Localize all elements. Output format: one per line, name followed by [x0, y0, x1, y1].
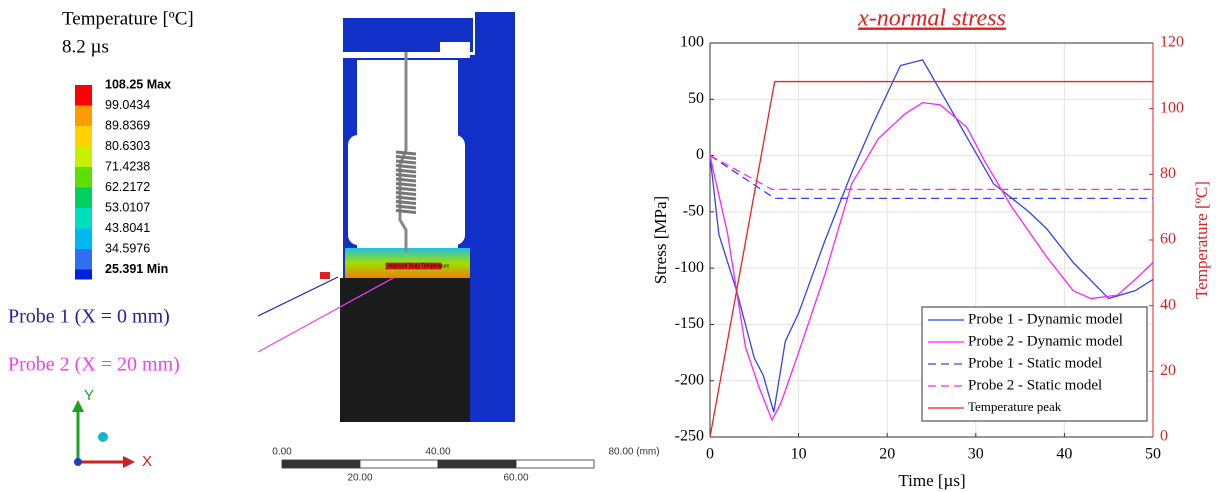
- chart-title: x-normal stress: [857, 6, 1006, 32]
- contour-title: Temperature [ºC]: [62, 8, 194, 29]
- level-label: 71.4238: [105, 159, 150, 173]
- y-label: Y: [84, 387, 94, 404]
- contour-time: 8.2 µs: [62, 36, 109, 57]
- side-strip: [470, 55, 476, 422]
- color-band: [75, 146, 92, 167]
- y-axis-label: Stress [MPa]: [651, 196, 670, 284]
- y2-tick-label: 120: [1160, 34, 1184, 51]
- coil: [395, 150, 417, 214]
- x-tick-label: 40: [1056, 446, 1072, 463]
- color-band: [75, 208, 92, 229]
- color-band: [75, 85, 92, 106]
- legend-label: Probe 1 - Dynamic model: [968, 311, 1123, 327]
- series-line: [709, 59, 1154, 413]
- x-tick-label: 10: [791, 446, 807, 463]
- z-dot: [98, 432, 108, 442]
- legend-label: Temperature peak: [968, 399, 1062, 414]
- x-tick-label: 0: [706, 446, 714, 463]
- scale-label: 40.00: [425, 447, 450, 458]
- probe-arrow: [257, 276, 339, 317]
- scale-bar: 0.00 20.00 40.00 60.00 80.00 (mm): [272, 447, 659, 484]
- geometry: Imposed Body Temperature: [320, 12, 515, 422]
- x-tick-label: 50: [1145, 446, 1161, 463]
- level-label: 34.5976: [105, 241, 150, 255]
- colorbar: 108.25 Max 99.0434 89.8369 80.6303 71.4238 62…: [75, 77, 171, 280]
- color-band: [75, 187, 92, 208]
- legend-label: Probe 1 - Static model: [968, 355, 1102, 371]
- level-label: 62.2172: [105, 180, 150, 194]
- x-arrow-head: [123, 456, 135, 468]
- scale-label: 60.00: [503, 473, 528, 484]
- scale-label: 80.00 (mm): [608, 447, 659, 458]
- series-line: [709, 80, 1153, 438]
- scale-segment: [359, 459, 439, 469]
- level-label: 80.6303: [105, 139, 150, 153]
- y2-tick-label: 100: [1160, 99, 1184, 116]
- probe-arrow: [257, 276, 396, 353]
- right-column: [475, 12, 515, 422]
- color-band: [75, 105, 92, 126]
- y2-tick-label: 0: [1160, 428, 1168, 445]
- x-tick-label: 30: [968, 446, 984, 463]
- probe-label: Probe 1 (X = 0 mm): [8, 306, 170, 328]
- level-label: 53.0107: [105, 200, 150, 214]
- series-line: [709, 154, 1153, 190]
- y-tick-label: 50: [688, 90, 704, 107]
- probe-labels: Probe 1 (X = 0 mm) Probe 2 (X = 20 mm): [8, 306, 180, 376]
- x-axis-label: Time [µs]: [898, 471, 965, 490]
- y2-axis-label: Temperature [ºC]: [1192, 181, 1211, 299]
- legend-label: Probe 2 - Dynamic model: [968, 333, 1123, 349]
- probe-label: Probe 2 (X = 20 mm): [8, 354, 180, 376]
- level-label: 25.391 Min: [105, 262, 168, 276]
- color-band: [75, 249, 92, 270]
- y2-tick-label: 60: [1160, 231, 1176, 248]
- base-block: [340, 278, 472, 422]
- series-line: [709, 101, 1154, 422]
- color-band: [75, 228, 92, 249]
- axis-triad: Y X: [72, 387, 152, 470]
- scale-segment: [515, 459, 595, 469]
- y-tick-label: 100: [680, 34, 704, 51]
- series-line: [709, 155, 1153, 199]
- level-label: 43.8041: [105, 221, 150, 235]
- color-band: [75, 126, 92, 147]
- y2-tick-label: 20: [1160, 362, 1176, 379]
- chart: x-normal stress 0 10 20 30 40 50 -250 -200 -150 -1…: [651, 6, 1211, 490]
- origin: [74, 458, 82, 466]
- y-tick-label: -100: [675, 259, 704, 276]
- annotation-box: [385, 262, 442, 270]
- scale-segment: [437, 459, 517, 469]
- y-arrow-head: [72, 400, 84, 412]
- scale-segment: [281, 459, 361, 469]
- legend-label: Probe 2 - Static model: [968, 377, 1102, 393]
- annotation: Imposed Body Temperature: [388, 263, 450, 269]
- y-tick-label: -200: [675, 371, 704, 388]
- y-tick-label: -50: [683, 203, 704, 220]
- level-label: 89.8369: [105, 118, 150, 132]
- level-label: 99.0434: [105, 98, 150, 112]
- y-tick-label: -150: [675, 315, 704, 332]
- notch: [440, 42, 470, 52]
- y-tick-label: -250: [675, 428, 704, 445]
- y-tick-label: 0: [696, 146, 704, 163]
- x-label: X: [142, 453, 152, 470]
- color-band: [75, 269, 92, 280]
- y2-tick-label: 40: [1160, 296, 1176, 313]
- y2-tick-label: 80: [1160, 165, 1176, 182]
- color-band: [75, 167, 92, 188]
- level-label: 108.25 Max: [105, 77, 171, 91]
- scale-label: 20.00: [347, 473, 372, 484]
- probe-marker: [320, 272, 330, 279]
- scale-label: 0.00: [272, 447, 292, 458]
- x-tick-label: 20: [879, 446, 895, 463]
